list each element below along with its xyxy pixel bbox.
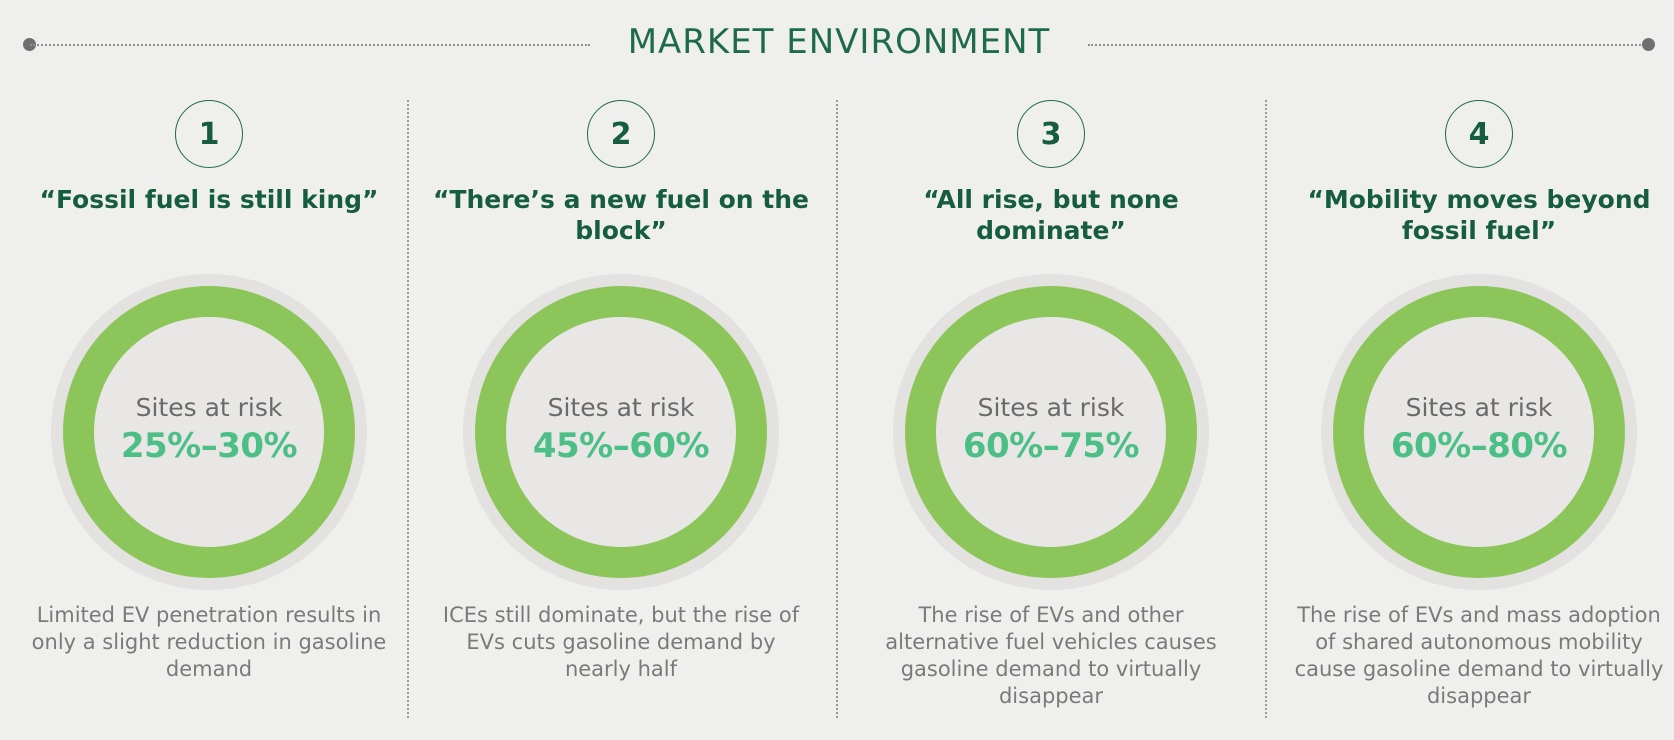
risk-ring: Sites at risk 45%–60% [463, 274, 779, 590]
scenario-column-1: 1 “Fossil fuel is still king” Sites at r… [0, 100, 418, 720]
risk-label: Sites at risk [135, 392, 283, 422]
ring-outer: Sites at risk 25%–30% [63, 286, 355, 578]
header: MARKET ENVIRONMENT [0, 0, 1674, 90]
header-dot-right [1642, 38, 1655, 51]
scenario-title: “There’s a new fuel on the block” [432, 185, 809, 245]
scenario-title: “Mobility moves beyond fossil fuel” [1307, 185, 1651, 245]
header-divider-right [1088, 44, 1648, 46]
scenario-column-4: 4 “Mobility moves beyond fossil fuel” Si… [1270, 100, 1674, 720]
column-divider [407, 100, 409, 718]
risk-ring: Sites at risk 25%–30% [51, 274, 367, 590]
risk-value: 45%–60% [532, 425, 710, 466]
scenario-number-badge: 1 [175, 100, 243, 168]
risk-value: 60%–80% [1390, 425, 1568, 466]
scenario-description: ICEs still dominate, but the rise of EVs… [442, 603, 800, 681]
risk-label: Sites at risk [977, 392, 1125, 422]
ring-inner: Sites at risk 60%–75% [936, 317, 1166, 547]
scenario-number-badge: 3 [1017, 100, 1085, 168]
scenario-description: The rise of EVs and other alternative fu… [885, 603, 1217, 708]
column-divider [1265, 100, 1267, 718]
ring-outer: Sites at risk 45%–60% [475, 286, 767, 578]
scenario-description: The rise of EVs and mass adoption of sha… [1294, 603, 1664, 708]
ring-outer: Sites at risk 60%–80% [1333, 286, 1625, 578]
scenario-title: “All rise, but none dominate” [923, 185, 1179, 245]
risk-ring: Sites at risk 60%–75% [893, 274, 1209, 590]
scenario-title: “Fossil fuel is still king” [39, 185, 379, 214]
ring-inner: Sites at risk 25%–30% [94, 317, 324, 547]
scenario-columns: 1 “Fossil fuel is still king” Sites at r… [0, 100, 1674, 720]
scenario-number-badge: 2 [587, 100, 655, 168]
risk-value: 25%–30% [120, 425, 298, 466]
header-dot-left [23, 38, 36, 51]
risk-value: 60%–75% [962, 425, 1140, 466]
ring-outer: Sites at risk 60%–75% [905, 286, 1197, 578]
page-title: MARKET ENVIRONMENT [627, 22, 1051, 62]
column-divider [836, 100, 838, 718]
scenario-number-badge: 4 [1445, 100, 1513, 168]
scenario-description: Limited EV penetration results in only a… [31, 603, 387, 681]
risk-ring: Sites at risk 60%–80% [1321, 274, 1637, 590]
ring-inner: Sites at risk 60%–80% [1364, 317, 1594, 547]
scenario-column-3: 3 “All rise, but none dominate” Sites at… [842, 100, 1260, 720]
header-divider-left [30, 44, 590, 46]
risk-label: Sites at risk [547, 392, 695, 422]
ring-inner: Sites at risk 45%–60% [506, 317, 736, 547]
scenario-column-2: 2 “There’s a new fuel on the block” Site… [412, 100, 830, 720]
risk-label: Sites at risk [1405, 392, 1553, 422]
